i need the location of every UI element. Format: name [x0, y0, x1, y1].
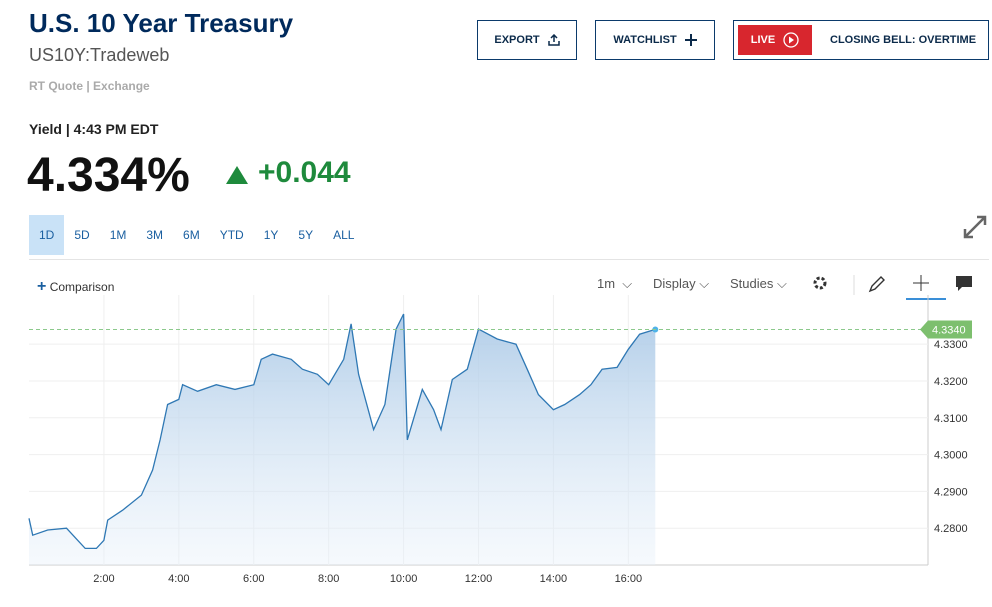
change: +0.044 [258, 156, 351, 189]
live-tag: LIVE [738, 25, 812, 55]
y-tick-label: 4.3100 [934, 413, 968, 425]
label: Comparison [49, 280, 115, 294]
label: 1m [597, 276, 616, 291]
label: LIVE [750, 34, 776, 46]
range-tab[interactable]: 5D [74, 228, 90, 242]
title: U.S. 10 Year Treasury [29, 8, 294, 38]
x-tick-label: 6:00 [243, 573, 264, 585]
range-tabs: 1D 5D 1M 3M 6M YTD 1Y 5Y ALL [29, 215, 364, 255]
range-tab[interactable]: 6M [183, 228, 200, 242]
y-tick-label: 4.2800 [934, 523, 968, 535]
x-tick-label: 16:00 [615, 573, 643, 585]
y-tick-label: 4.3300 [934, 339, 968, 351]
divider [29, 259, 989, 260]
last-price-tag [920, 320, 972, 339]
range-tab[interactable]: 1M [109, 228, 127, 242]
label: WATCHLIST [613, 34, 677, 46]
range-tab[interactable]: 1Y [263, 228, 279, 242]
y-tick-label: 4.3000 [934, 450, 968, 462]
y-tick-label: 4.2900 [934, 486, 968, 498]
watchlist-button[interactable]: WATCHLIST [595, 20, 715, 60]
label: CLOSING BELL: OVERTIME [830, 34, 977, 46]
last-price-label: 4.3340 [932, 324, 966, 336]
quote-source: RT Quote | Exchange [29, 79, 150, 93]
interval-menu[interactable]: 1m ⌵ [597, 276, 633, 291]
tool-underline [906, 298, 946, 300]
range-tab[interactable]: 1D [29, 215, 65, 255]
line [28, 313, 656, 550]
range-tab[interactable]: 3M [146, 228, 164, 242]
display-menu[interactable]: Display ⌵ [653, 276, 710, 291]
icon [547, 34, 560, 46]
yield-time: Yield | 4:43 PM EDT [29, 121, 159, 137]
x-tick-label: 8:00 [318, 573, 339, 585]
icon [783, 32, 799, 48]
price: 4.334% [27, 149, 190, 202]
studies-menu[interactable]: Studies ⌵ [730, 276, 787, 291]
x-tick-label: 10:00 [390, 573, 418, 585]
up-arrow [226, 166, 248, 184]
symbol: US10Y:Tradeweb [29, 45, 170, 65]
chart: 4.2800 4.2900 4.3000 4.3100 4.3200 4.3300 2:00… [28, 295, 972, 585]
y-tick-label: 4.3200 [934, 376, 968, 388]
range-tab[interactable]: ALL [333, 228, 355, 242]
x-tick-label: 2:00 [93, 573, 114, 585]
label: Studies [730, 276, 774, 291]
icon [684, 34, 697, 46]
range-tab[interactable]: YTD [219, 228, 244, 242]
live-button[interactable]: LIVE CLOSING BELL: OVERTIME [733, 20, 989, 60]
expand-icon[interactable] [962, 214, 988, 240]
tool-icons [813, 275, 972, 295]
x-tick-label: 12:00 [465, 573, 493, 585]
label: EXPORT [494, 34, 540, 46]
x-tick-label: 4:00 [168, 573, 189, 585]
label: Display [653, 276, 696, 291]
area [29, 314, 656, 565]
comparison-button[interactable]: + Comparison [37, 278, 115, 295]
range-tab[interactable]: 5Y [298, 228, 314, 242]
export-button[interactable]: EXPORT [477, 20, 577, 60]
x-tick-label: 14:00 [540, 573, 568, 585]
